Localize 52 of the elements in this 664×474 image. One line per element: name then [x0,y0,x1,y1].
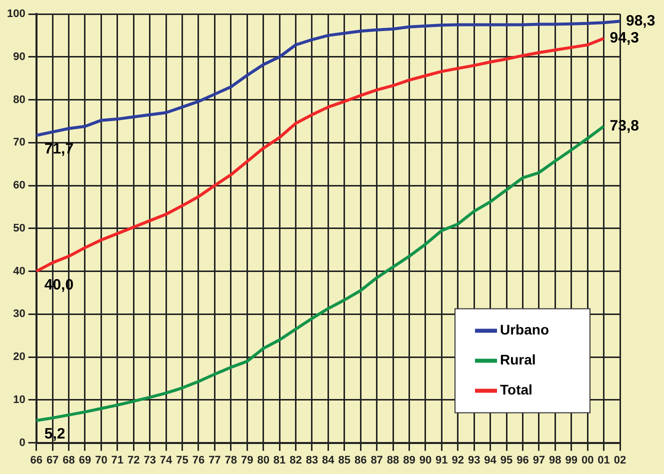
x-tick-label: 73 [144,454,156,466]
x-tick-label: 80 [257,454,270,466]
y-tick-label: 80 [13,94,26,106]
x-tick-label: 97 [532,454,546,466]
x-tick-label: 90 [419,454,432,466]
x-tick-label: 69 [78,454,92,466]
y-tick-label: 30 [13,308,26,320]
legend-label: Urbano [500,322,549,338]
x-tick-label: 85 [338,454,351,466]
x-tick-label: 95 [500,454,513,466]
x-tick-label: 74 [160,454,174,466]
x-tick-label: 94 [484,454,498,466]
y-tick-label: 90 [13,50,26,63]
x-tick-label: 78 [224,454,238,466]
y-tick-label: 100 [6,8,26,20]
x-tick-label: 96 [516,454,529,466]
data-label: 98,3 [626,12,656,30]
x-tick-label: 99 [565,454,578,466]
x-tick-label: 82 [290,454,302,466]
x-tick-label: 93 [468,454,480,466]
x-tick-label: 66 [30,454,42,466]
x-tick-label: 77 [208,454,221,466]
x-tick-label: 81 [273,454,286,466]
x-tick-label: 68 [62,454,75,466]
y-tick-label: 60 [13,180,26,192]
x-tick-label: 76 [192,454,205,466]
x-tick-label: 72 [128,454,140,466]
y-tick-label: 40 [13,265,26,278]
y-tick-label: 70 [13,136,26,149]
y-tick-label: 50 [13,222,26,234]
x-tick-label: 71 [111,454,124,466]
y-tick-label: 0 [19,436,26,449]
x-tick-label: 88 [386,454,400,466]
x-tick-label: 79 [240,454,254,466]
x-tick-label: 02 [614,454,626,466]
x-tick-label: 67 [46,454,59,466]
x-tick-label: 98 [549,454,562,466]
x-tick-label: 92 [452,454,464,466]
x-tick-label: 00 [581,454,594,466]
y-tick-label: 10 [13,394,26,406]
x-tick-label: 87 [370,454,383,466]
legend-label: Rural [500,352,536,368]
x-tick-label: 01 [598,454,610,466]
x-tick-label: 91 [436,454,448,466]
x-tick-label: 89 [403,454,416,466]
x-tick-label: 70 [95,454,108,466]
legend-label: Total [500,382,532,398]
x-tick-label: 84 [322,454,336,466]
x-tick-label: 83 [306,454,318,466]
y-tick-label: 20 [13,351,26,364]
x-tick-label: 86 [354,454,367,466]
x-tick-label: 75 [176,454,188,466]
